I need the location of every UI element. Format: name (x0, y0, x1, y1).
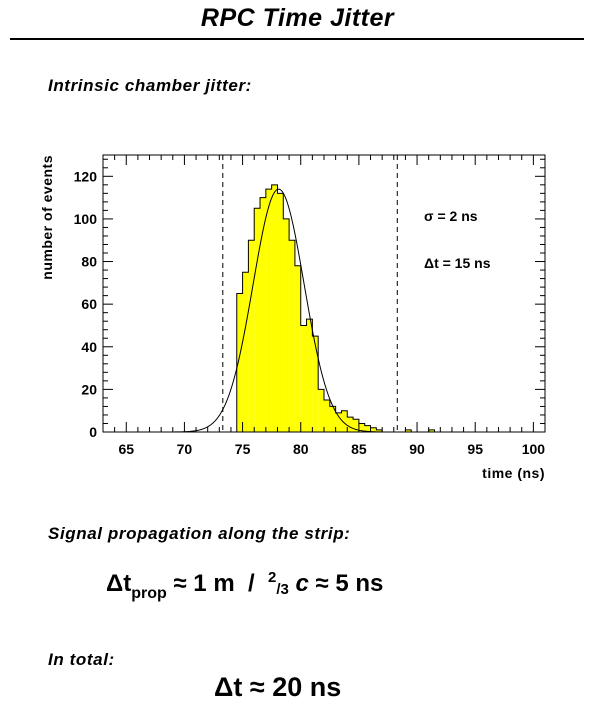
histogram-bar (405, 429, 412, 432)
histogram-bar (353, 419, 359, 432)
histogram-bar (248, 240, 255, 432)
title-underline (10, 38, 584, 40)
histogram-bar (236, 293, 243, 432)
x-tick-label: 70 (177, 441, 193, 457)
formula-delta: Δt (106, 570, 132, 597)
x-axis-label: time (ns) (482, 465, 545, 481)
y-axis-label: number of events (39, 155, 55, 280)
histogram-bar (283, 218, 290, 432)
histogram-bar (300, 325, 307, 432)
y-tick-label: 0 (89, 424, 97, 440)
histogram-bar (289, 240, 295, 432)
y-tick-label: 20 (81, 381, 97, 397)
histogram-bar (347, 417, 354, 432)
histogram-bar (306, 319, 313, 432)
section-heading-total: In total: (48, 650, 115, 669)
formula-fraction: /3 (276, 581, 289, 598)
histogram-bar (358, 423, 365, 432)
histogram-chart: 65 70 75 80 85 90 95 100 0 20 40 60 80 100 120 time (ns… (39, 154, 546, 481)
histogram-bar (329, 406, 336, 432)
delta-t-annotation: Δt = 15 ns (424, 255, 491, 271)
formula-subscript: prop (131, 585, 167, 602)
histogram-bar (370, 427, 377, 432)
histogram-bar (428, 429, 435, 432)
y-tick-label: 40 (81, 339, 97, 355)
y-tick-label: 80 (81, 254, 97, 270)
propagation-formula: Δtprop ≈ 1 m / 2/3 c ≈ 5 ns (106, 569, 384, 602)
histogram-bar (294, 265, 301, 432)
histogram-bar (341, 410, 348, 432)
section-heading-intrinsic: Intrinsic chamber jitter: (48, 76, 252, 95)
histogram-bar (277, 193, 284, 432)
histogram-bar (312, 336, 319, 432)
x-tick-label: 75 (235, 441, 251, 457)
x-tick-label: 100 (522, 441, 546, 457)
section-heading-propagation: Signal propagation along the strip: (48, 524, 351, 543)
x-tick-label: 90 (409, 441, 425, 457)
x-tick-label: 80 (293, 441, 309, 457)
y-tick-label: 120 (74, 168, 98, 184)
formula-middle: ≈ 1 m / (166, 570, 268, 597)
histogram-bar (376, 429, 383, 432)
histogram-bar (364, 425, 371, 432)
histogram-bar (271, 184, 278, 432)
page-title: RPC Time Jitter (200, 4, 395, 32)
sigma-annotation: σ = 2 ns (424, 208, 478, 224)
histogram-bar (260, 197, 266, 432)
x-tick-label: 85 (351, 441, 367, 457)
y-tick-label: 60 (81, 296, 97, 312)
formula-superscript: 2 (268, 569, 277, 586)
histogram-bar (242, 272, 249, 432)
histogram-bar (335, 412, 342, 432)
x-tick-label: 65 (118, 441, 134, 457)
formula-speed-of-light: c (288, 570, 309, 597)
x-tick-label: 95 (467, 441, 483, 457)
histogram-bar (265, 189, 272, 432)
y-tick-label: 100 (74, 211, 98, 227)
histogram-bar (318, 389, 324, 432)
histogram-bar (254, 208, 261, 432)
formula-result: ≈ 5 ns (308, 570, 384, 597)
histogram-bar (324, 400, 330, 432)
total-formula: Δt ≈ 20 ns (214, 672, 342, 702)
